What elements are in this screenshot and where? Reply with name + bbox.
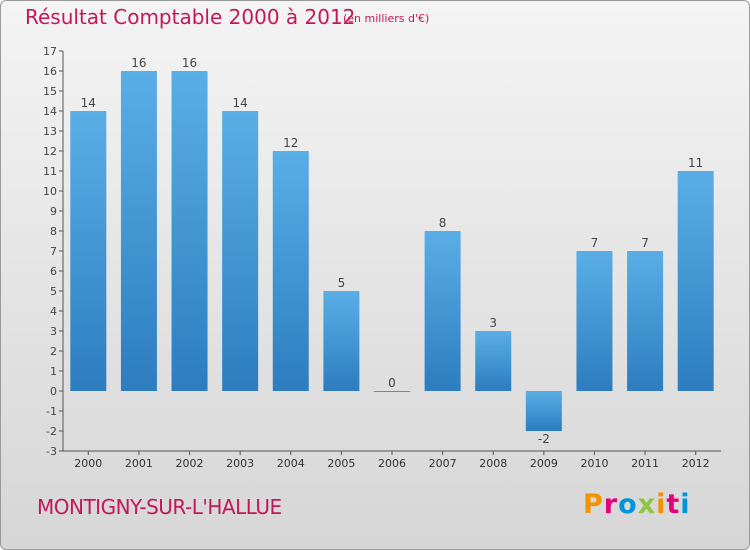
- bar-2004[interactable]: [272, 151, 309, 391]
- bar-2001[interactable]: [120, 71, 157, 391]
- y-tick-label: 2: [50, 345, 57, 358]
- bar-2000[interactable]: [70, 111, 107, 391]
- logo-letter: x: [637, 489, 657, 520]
- bar-2012[interactable]: [677, 171, 714, 391]
- x-axis: 2000 2001 2002 2003 2004 2005 2006 2007 2008 2009…: [63, 450, 721, 470]
- logo-letter: i: [656, 489, 667, 520]
- y-tick-label: -2: [46, 425, 57, 438]
- y-tick-label: -1: [46, 405, 57, 418]
- x-tick-label: 2006: [378, 457, 406, 470]
- data-label-2003: 14: [233, 96, 248, 110]
- x-tick-label: 2010: [580, 457, 608, 470]
- data-label-2008: 3: [489, 316, 497, 330]
- chart-title: Résultat Comptable 2000 à 2012: [25, 5, 356, 29]
- data-label-2010: 7: [591, 236, 599, 250]
- y-tick-label: 17: [43, 45, 57, 58]
- logo-letter: r: [603, 489, 619, 520]
- x-tick-label: 2007: [429, 457, 457, 470]
- y-tick-label: 5: [50, 285, 57, 298]
- place-name: MONTIGNY-SUR-L'HALLUE: [37, 495, 282, 519]
- data-label-2006: 0: [388, 376, 396, 390]
- bar-2007[interactable]: [424, 231, 461, 391]
- y-tick-label: 0: [50, 385, 57, 398]
- proxiti-logo[interactable]: Proxiti: [583, 489, 691, 520]
- data-label-2000: 14: [81, 96, 96, 110]
- data-label-2007: 8: [439, 216, 447, 230]
- bar-2008[interactable]: [475, 331, 512, 391]
- y-tick-label: 7: [50, 245, 57, 258]
- y-tick-label: 3: [50, 325, 57, 338]
- x-tick-label: 2003: [226, 457, 254, 470]
- y-tick-label: 15: [43, 85, 57, 98]
- x-tick-label: 2000: [74, 457, 102, 470]
- y-tick-label: 10: [43, 185, 57, 198]
- bar-2002[interactable]: [171, 71, 208, 391]
- chart-unit: (en milliers d'€): [343, 12, 430, 25]
- data-labels: 14 16 16 14 12 5 0 8 3 -2 7 7 11: [81, 56, 704, 446]
- bar-2009[interactable]: [525, 391, 562, 431]
- y-tick-label: 1: [50, 365, 57, 378]
- data-label-2001: 16: [131, 56, 146, 70]
- x-tick-label: 2004: [277, 457, 305, 470]
- data-label-2011: 7: [641, 236, 649, 250]
- x-tick-label: 2005: [327, 457, 355, 470]
- y-tick-label: 8: [50, 225, 57, 238]
- y-tick-label: 16: [43, 65, 57, 78]
- data-label-2009: -2: [538, 432, 550, 446]
- x-tick-label: 2008: [479, 457, 507, 470]
- data-label-2005: 5: [338, 276, 346, 290]
- logo-letter: P: [583, 489, 604, 520]
- x-tick-label: 2001: [125, 457, 153, 470]
- x-tick-label: 2009: [530, 457, 558, 470]
- y-tick-label: 13: [43, 125, 57, 138]
- y-tick-label: 6: [50, 265, 57, 278]
- bar-2003[interactable]: [222, 111, 259, 391]
- y-tick-label: 12: [43, 145, 57, 158]
- y-tick-label: -3: [46, 445, 57, 458]
- x-tick-label: 2002: [176, 457, 204, 470]
- bar-2005[interactable]: [323, 291, 360, 391]
- bars: [70, 71, 714, 431]
- logo-letter: t: [666, 489, 681, 520]
- x-tick-label: 2012: [682, 457, 710, 470]
- data-label-2012: 11: [688, 156, 703, 170]
- bar-2011[interactable]: [627, 251, 664, 391]
- x-tick-label: 2011: [631, 457, 659, 470]
- logo-letter: o: [618, 489, 638, 520]
- y-tick-label: 11: [43, 165, 57, 178]
- data-label-2002: 16: [182, 56, 197, 70]
- y-tick-label: 14: [43, 105, 57, 118]
- bar-2010[interactable]: [576, 251, 613, 391]
- logo-letter: i: [680, 489, 691, 520]
- data-label-2004: 12: [283, 136, 298, 150]
- y-tick-label: 9: [50, 205, 57, 218]
- y-tick-label: 4: [50, 305, 57, 318]
- bar-2006[interactable]: [374, 391, 410, 392]
